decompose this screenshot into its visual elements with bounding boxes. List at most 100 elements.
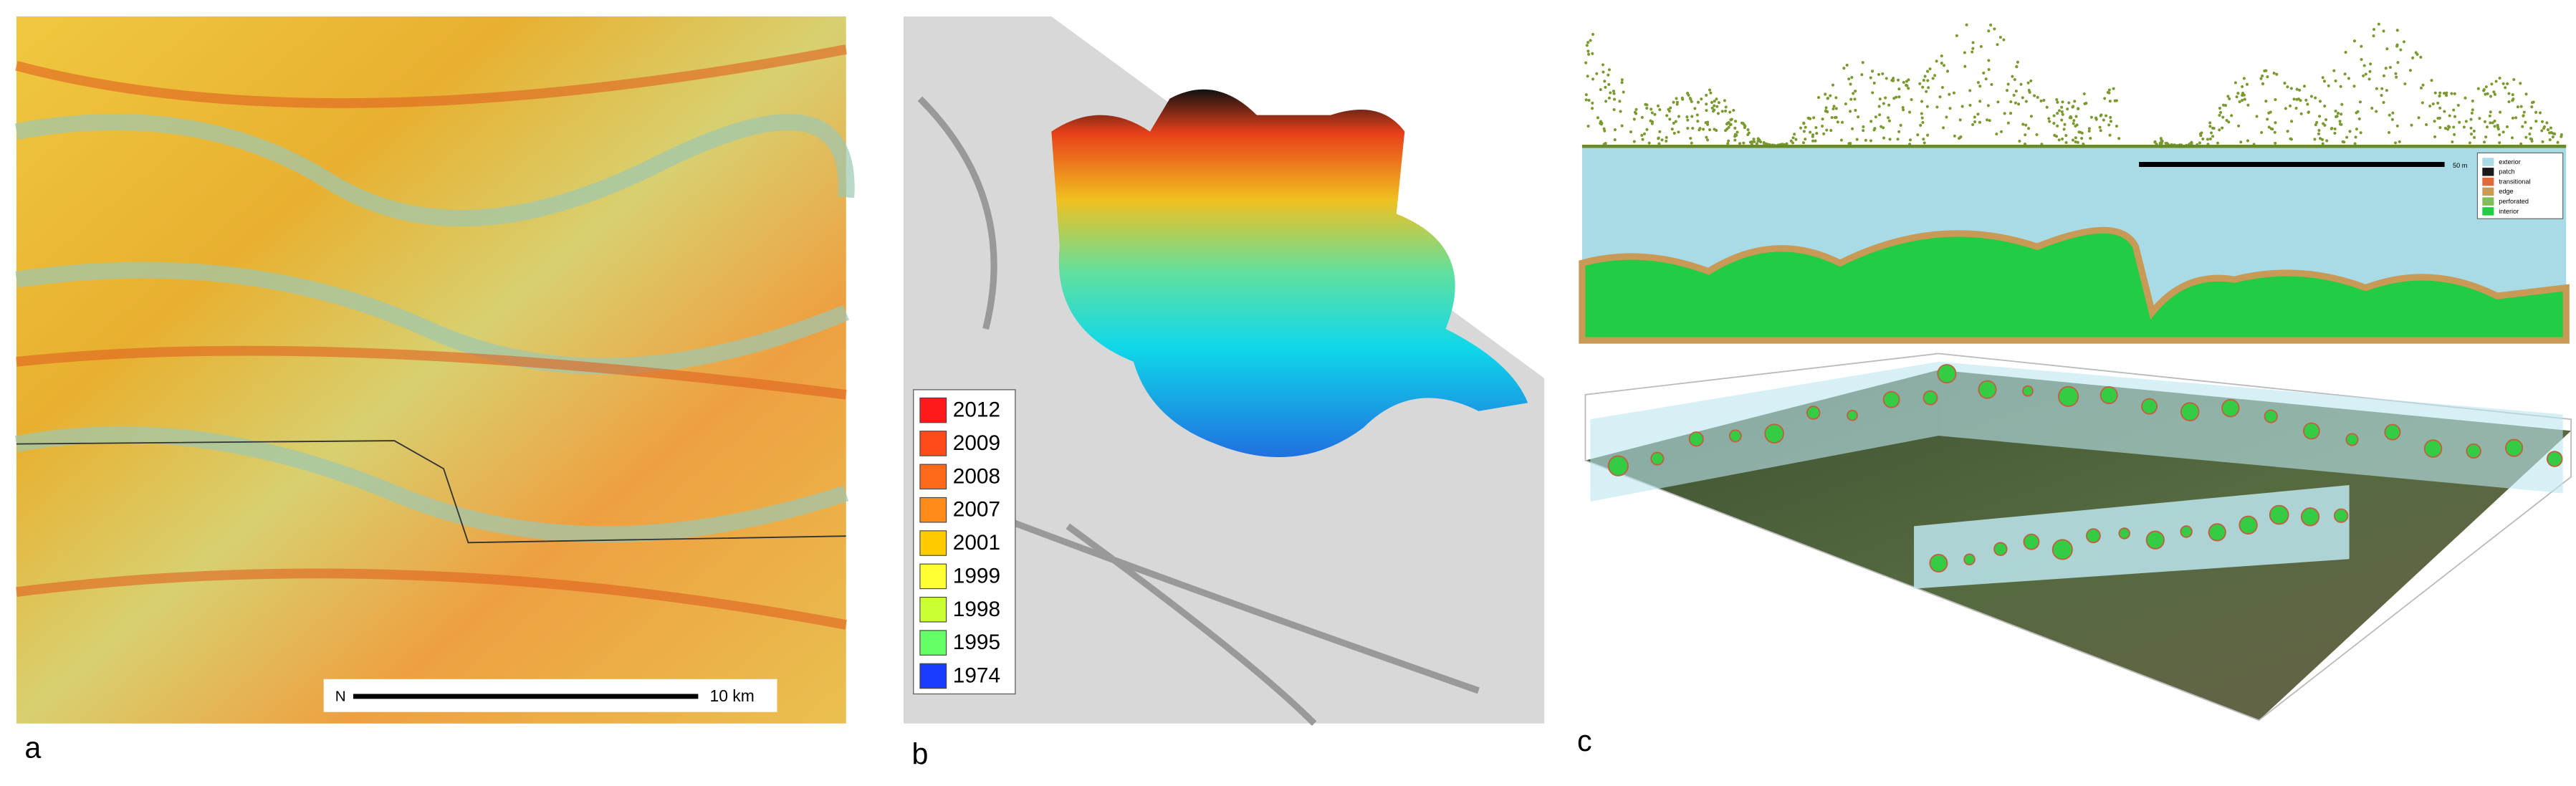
lidar-point — [2083, 102, 2087, 105]
lidar-point — [2286, 85, 2289, 89]
lidar-point — [1882, 102, 1885, 105]
lidar-point — [2452, 125, 2456, 129]
lidar-point — [1674, 120, 1677, 123]
lidar-point — [2393, 141, 2398, 145]
lidar-point — [2275, 72, 2279, 76]
lidar-point — [2333, 131, 2337, 135]
lidar-point — [2335, 115, 2339, 118]
lidar-point — [2159, 137, 2163, 140]
lidar-point — [2047, 117, 2051, 120]
lidar-point — [1612, 92, 1616, 95]
lidar-point — [2072, 119, 2076, 123]
lidar-point — [2060, 105, 2064, 109]
lidar-point — [1589, 39, 1592, 42]
lidar-point — [1607, 96, 1612, 100]
lidar-point — [1852, 92, 1855, 95]
lidar-point — [2018, 139, 2021, 143]
lidar-point — [2206, 138, 2210, 141]
lidar-point — [2493, 125, 2496, 128]
lidar-point — [2104, 114, 2108, 118]
lidar-point — [1897, 95, 1901, 99]
lidar-point — [2339, 85, 2342, 88]
lidar-point — [1971, 47, 1975, 50]
lidar-point — [1931, 77, 1935, 80]
lidar-point — [2421, 101, 2424, 105]
lidar-point — [2380, 94, 2383, 97]
lidar-point — [2507, 100, 2511, 104]
lidar-point — [2236, 92, 2240, 95]
lidar-point — [2421, 83, 2425, 87]
lidar-point — [2024, 133, 2027, 137]
lidar-point — [1793, 133, 1796, 136]
lidar-point — [2218, 106, 2221, 110]
lidar-point — [2074, 115, 2078, 118]
lidar-point — [2445, 94, 2448, 97]
tree-crown — [1688, 431, 1704, 447]
lidar-point — [1713, 100, 1716, 103]
lidar-point — [2469, 126, 2473, 130]
lidar-point — [1691, 126, 1695, 130]
lidar-point — [2089, 115, 2093, 119]
lidar-point — [2528, 132, 2532, 136]
lidar-point — [2385, 47, 2389, 51]
lidar-point — [2082, 92, 2086, 96]
lidar-point — [1933, 74, 1937, 77]
lidar-point — [1887, 103, 1891, 107]
lidar-point — [2436, 101, 2440, 105]
lidar-point — [1584, 93, 1588, 97]
lidar-point — [2343, 72, 2347, 76]
lidar-point — [2198, 132, 2202, 135]
lidar-point — [2498, 76, 2501, 80]
lidar-point — [1871, 91, 1874, 95]
lidar-point — [1613, 128, 1617, 132]
lidar-point — [2445, 91, 2448, 95]
lidar-point — [2045, 105, 2049, 109]
lidar-point — [1922, 138, 1925, 141]
lidar-point — [2357, 117, 2361, 120]
lidar-point — [2512, 78, 2516, 82]
lidar-point — [2522, 114, 2525, 118]
lidar-point — [2245, 82, 2249, 86]
lidar-point — [1647, 141, 1651, 145]
tree-crown — [2208, 523, 2226, 542]
lidar-point — [2438, 116, 2441, 120]
legend-label: exterior — [2499, 158, 2521, 166]
lidar-point — [2063, 123, 2067, 126]
lidar-point — [1861, 61, 1864, 64]
lidar-point — [2208, 125, 2212, 128]
tree-crown — [2141, 398, 2158, 415]
lidar-point — [2522, 110, 2526, 114]
panel-c: 50 m exterior patch transitional edge perfor… — [1577, 22, 2572, 757]
lidar-point — [1713, 104, 1716, 107]
lidar-point — [1607, 82, 1611, 87]
lidar-point — [2228, 97, 2231, 100]
lidar-point — [2443, 126, 2448, 130]
lidar-point — [2368, 70, 2372, 73]
lidar-point — [1920, 116, 1924, 120]
lidar-point — [1921, 85, 1925, 89]
lidar-point — [2410, 123, 2413, 127]
tree-crown — [1607, 455, 1629, 476]
lidar-point — [2302, 85, 2307, 88]
lidar-point — [2304, 98, 2308, 102]
legend-label: interior — [2499, 208, 2519, 215]
lidar-point — [1920, 100, 1924, 103]
lidar-point — [1877, 105, 1881, 108]
lidar-point — [2274, 141, 2277, 145]
lidar-point — [1878, 113, 1882, 117]
lidar-point — [2283, 82, 2287, 85]
lidar-point — [1804, 125, 1807, 129]
lidar-point — [1657, 142, 1661, 145]
lidar-point — [2201, 137, 2205, 140]
lidar-point — [2009, 112, 2013, 115]
legend-swatch — [2482, 207, 2494, 216]
lidar-point — [1746, 133, 1750, 137]
lidar-point — [1864, 138, 1867, 142]
lidar-point — [2318, 137, 2322, 140]
lidar-point — [2394, 72, 2398, 75]
lidar-point — [1696, 100, 1700, 104]
lidar-point — [1586, 49, 1590, 53]
profile-wall — [1590, 361, 1939, 502]
lidar-point — [2071, 138, 2075, 142]
legend-swatch — [919, 497, 947, 523]
